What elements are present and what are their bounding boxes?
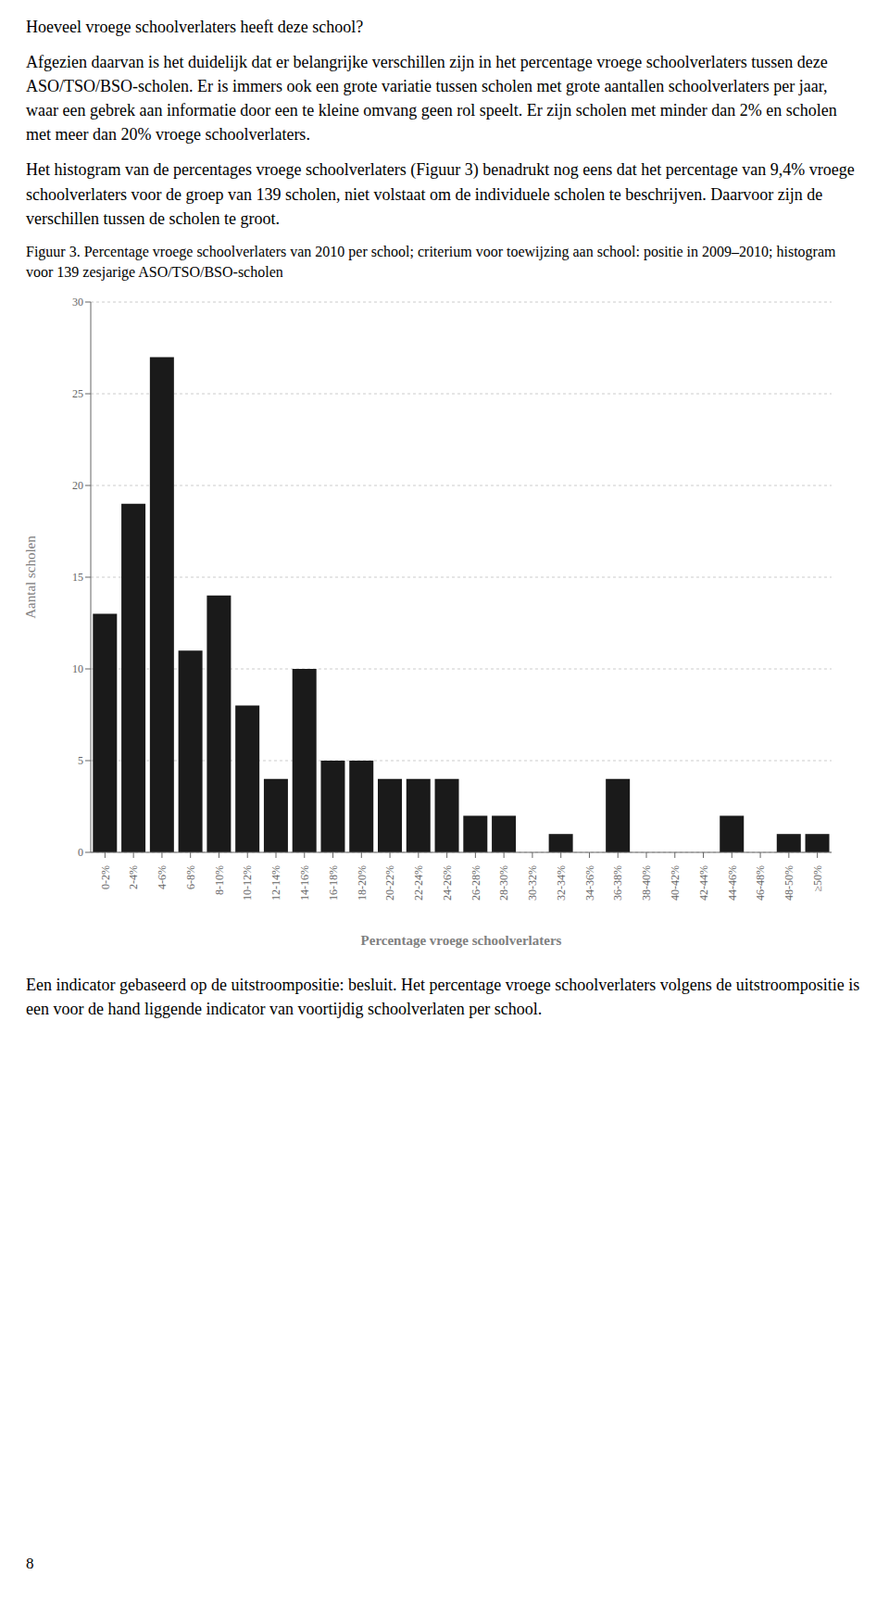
svg-text:4-6%: 4-6% xyxy=(155,864,169,889)
svg-text:24-26%: 24-26% xyxy=(440,864,454,901)
svg-text:30: 30 xyxy=(72,295,84,309)
svg-text:Percentage vroege schoolverlat: Percentage vroege schoolverlaters xyxy=(361,932,563,948)
svg-text:42-44%: 42-44% xyxy=(697,864,711,901)
svg-text:28-30%: 28-30% xyxy=(497,864,511,901)
svg-text:0: 0 xyxy=(77,845,84,859)
html-text:Een indicator gebaseerd op de: Een indicator gebaseerd op de uitstroomp… xyxy=(25,974,860,1018)
svg-text:16-18%: 16-18% xyxy=(326,864,340,901)
svg-text:25: 25 xyxy=(72,387,84,401)
svg-text:44-46%: 44-46% xyxy=(726,864,739,901)
html-text:Het histogram van de percentag: Het histogram van de percentages vroege … xyxy=(25,160,855,228)
svg-text:36-38%: 36-38% xyxy=(611,864,625,901)
html-text:Hoeveel vroege schoolverlaters: Hoeveel vroege schoolverlaters heeft dez… xyxy=(25,17,364,37)
html-text:Afgezien daarvan is het duidel: Afgezien daarvan is het duidelijk dat er… xyxy=(25,52,837,144)
svg-text:14-16%: 14-16% xyxy=(298,864,312,901)
svg-text:Aantal scholen: Aantal scholen xyxy=(23,534,38,618)
svg-text:8-10%: 8-10% xyxy=(212,864,226,895)
svg-text:34-36%: 34-36% xyxy=(583,864,597,901)
svg-text:46-48%: 46-48% xyxy=(753,864,767,901)
svg-text:0-2%: 0-2% xyxy=(99,864,113,889)
svg-text:38-40%: 38-40% xyxy=(639,864,653,901)
svg-text:20-22%: 20-22% xyxy=(383,864,397,901)
svg-text:26-28%: 26-28% xyxy=(469,864,483,901)
svg-text:5: 5 xyxy=(77,753,84,767)
svg-text:30-32%: 30-32% xyxy=(525,864,539,901)
svg-text:32-34%: 32-34% xyxy=(554,864,568,901)
svg-text:40-42%: 40-42% xyxy=(668,864,682,901)
svg-text:48-50%: 48-50% xyxy=(782,864,796,901)
svg-text:12-14%: 12-14% xyxy=(269,864,283,901)
svg-text:2-4%: 2-4% xyxy=(126,864,140,889)
svg-text:10-12%: 10-12% xyxy=(240,864,254,901)
svg-text:15: 15 xyxy=(72,570,84,584)
svg-text:10: 10 xyxy=(72,662,84,676)
svg-text:6-8%: 6-8% xyxy=(184,864,198,889)
svg-text:22-24%: 22-24% xyxy=(412,864,426,901)
svg-text:18-20%: 18-20% xyxy=(355,864,369,901)
html-text:8: 8 xyxy=(25,1553,34,1572)
html-text:Figuur 3. Percentage vroege sc: Figuur 3. Percentage vroege schoolverlat… xyxy=(25,243,836,280)
svg-text:20: 20 xyxy=(72,478,84,492)
svg-text:≥50%: ≥50% xyxy=(811,864,825,892)
